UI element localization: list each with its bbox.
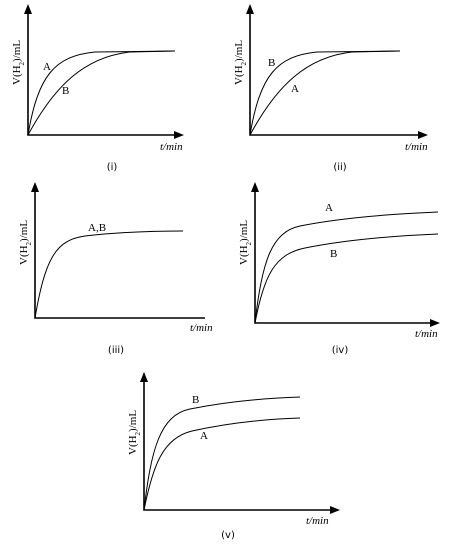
y-label: V(H2)/mL: [11, 40, 26, 85]
y-label-part: 2: [134, 431, 142, 435]
y-label-part: 2: [18, 61, 26, 65]
x-label: t/min: [405, 141, 428, 153]
x-label: t/min: [415, 328, 438, 340]
y-label: V(H2)/mL: [238, 220, 253, 265]
curve-label: A: [43, 61, 51, 73]
y-label-part: V(H: [11, 65, 23, 85]
arrow: [430, 319, 440, 327]
y-label-part: )/mL: [233, 40, 245, 62]
axes: [254, 188, 434, 324]
y-label-part: V(H: [18, 245, 30, 265]
curve-label: A,B: [88, 222, 106, 234]
arrow: [140, 372, 148, 382]
caption: (i): [107, 162, 118, 173]
panel: B A t/min V(H2)/mL (v): [127, 372, 340, 541]
curve-label: A: [200, 430, 208, 442]
arrow: [174, 131, 184, 139]
axes: [34, 188, 205, 319]
panel: A,B t/min V(H2)/mL (iii): [18, 182, 213, 356]
arrow: [24, 4, 32, 14]
panel: A B t/min V(H2)/mL (iv): [238, 182, 440, 356]
arrow: [246, 4, 254, 14]
curve: [249, 50, 401, 136]
curve: [143, 417, 301, 511]
curve-label: B: [268, 57, 275, 69]
curve-label: A: [325, 202, 333, 214]
y-label: V(H2)/mL: [127, 410, 142, 455]
y-label: V(H2)/mL: [233, 40, 248, 85]
curve-label: B: [192, 394, 199, 406]
y-label-part: )/mL: [11, 40, 23, 62]
curve: [249, 50, 401, 136]
arrow: [31, 182, 39, 192]
panel: B A t/min V(H2)/mL (ii): [233, 4, 428, 173]
arrow: [251, 182, 259, 192]
arrow: [418, 131, 428, 139]
curve: [254, 233, 439, 324]
caption: (v): [221, 530, 235, 541]
y-label-part: V(H: [127, 435, 139, 455]
arrow: [330, 506, 340, 514]
caption: (iv): [332, 345, 349, 356]
curve: [143, 396, 301, 511]
caption: (iii): [108, 345, 124, 356]
curve-label: A: [291, 83, 299, 95]
curve: [34, 230, 184, 319]
y-label: V(H2)/mL: [18, 220, 33, 265]
x-label: t/min: [190, 322, 213, 334]
curve: [254, 211, 439, 324]
x-label: t/min: [306, 515, 329, 527]
y-label-part: )/mL: [127, 410, 139, 432]
curve: [27, 50, 176, 136]
x-label: t/min: [160, 141, 183, 153]
y-label-part: )/mL: [238, 220, 250, 242]
curve-label: B: [330, 248, 337, 260]
y-label-part: 2: [240, 61, 248, 65]
caption: (ii): [333, 162, 346, 173]
panel: A B t/min V(H2)/mL (i): [11, 4, 184, 173]
y-label-part: 2: [25, 241, 33, 245]
y-label-part: )/mL: [18, 220, 30, 242]
axes: [249, 10, 422, 136]
axes: [143, 378, 334, 511]
y-label-part: 2: [245, 241, 253, 245]
curve: [27, 50, 176, 136]
y-label-part: V(H: [233, 65, 245, 85]
y-label-part: V(H: [238, 245, 250, 265]
curve-label: B: [62, 85, 69, 97]
